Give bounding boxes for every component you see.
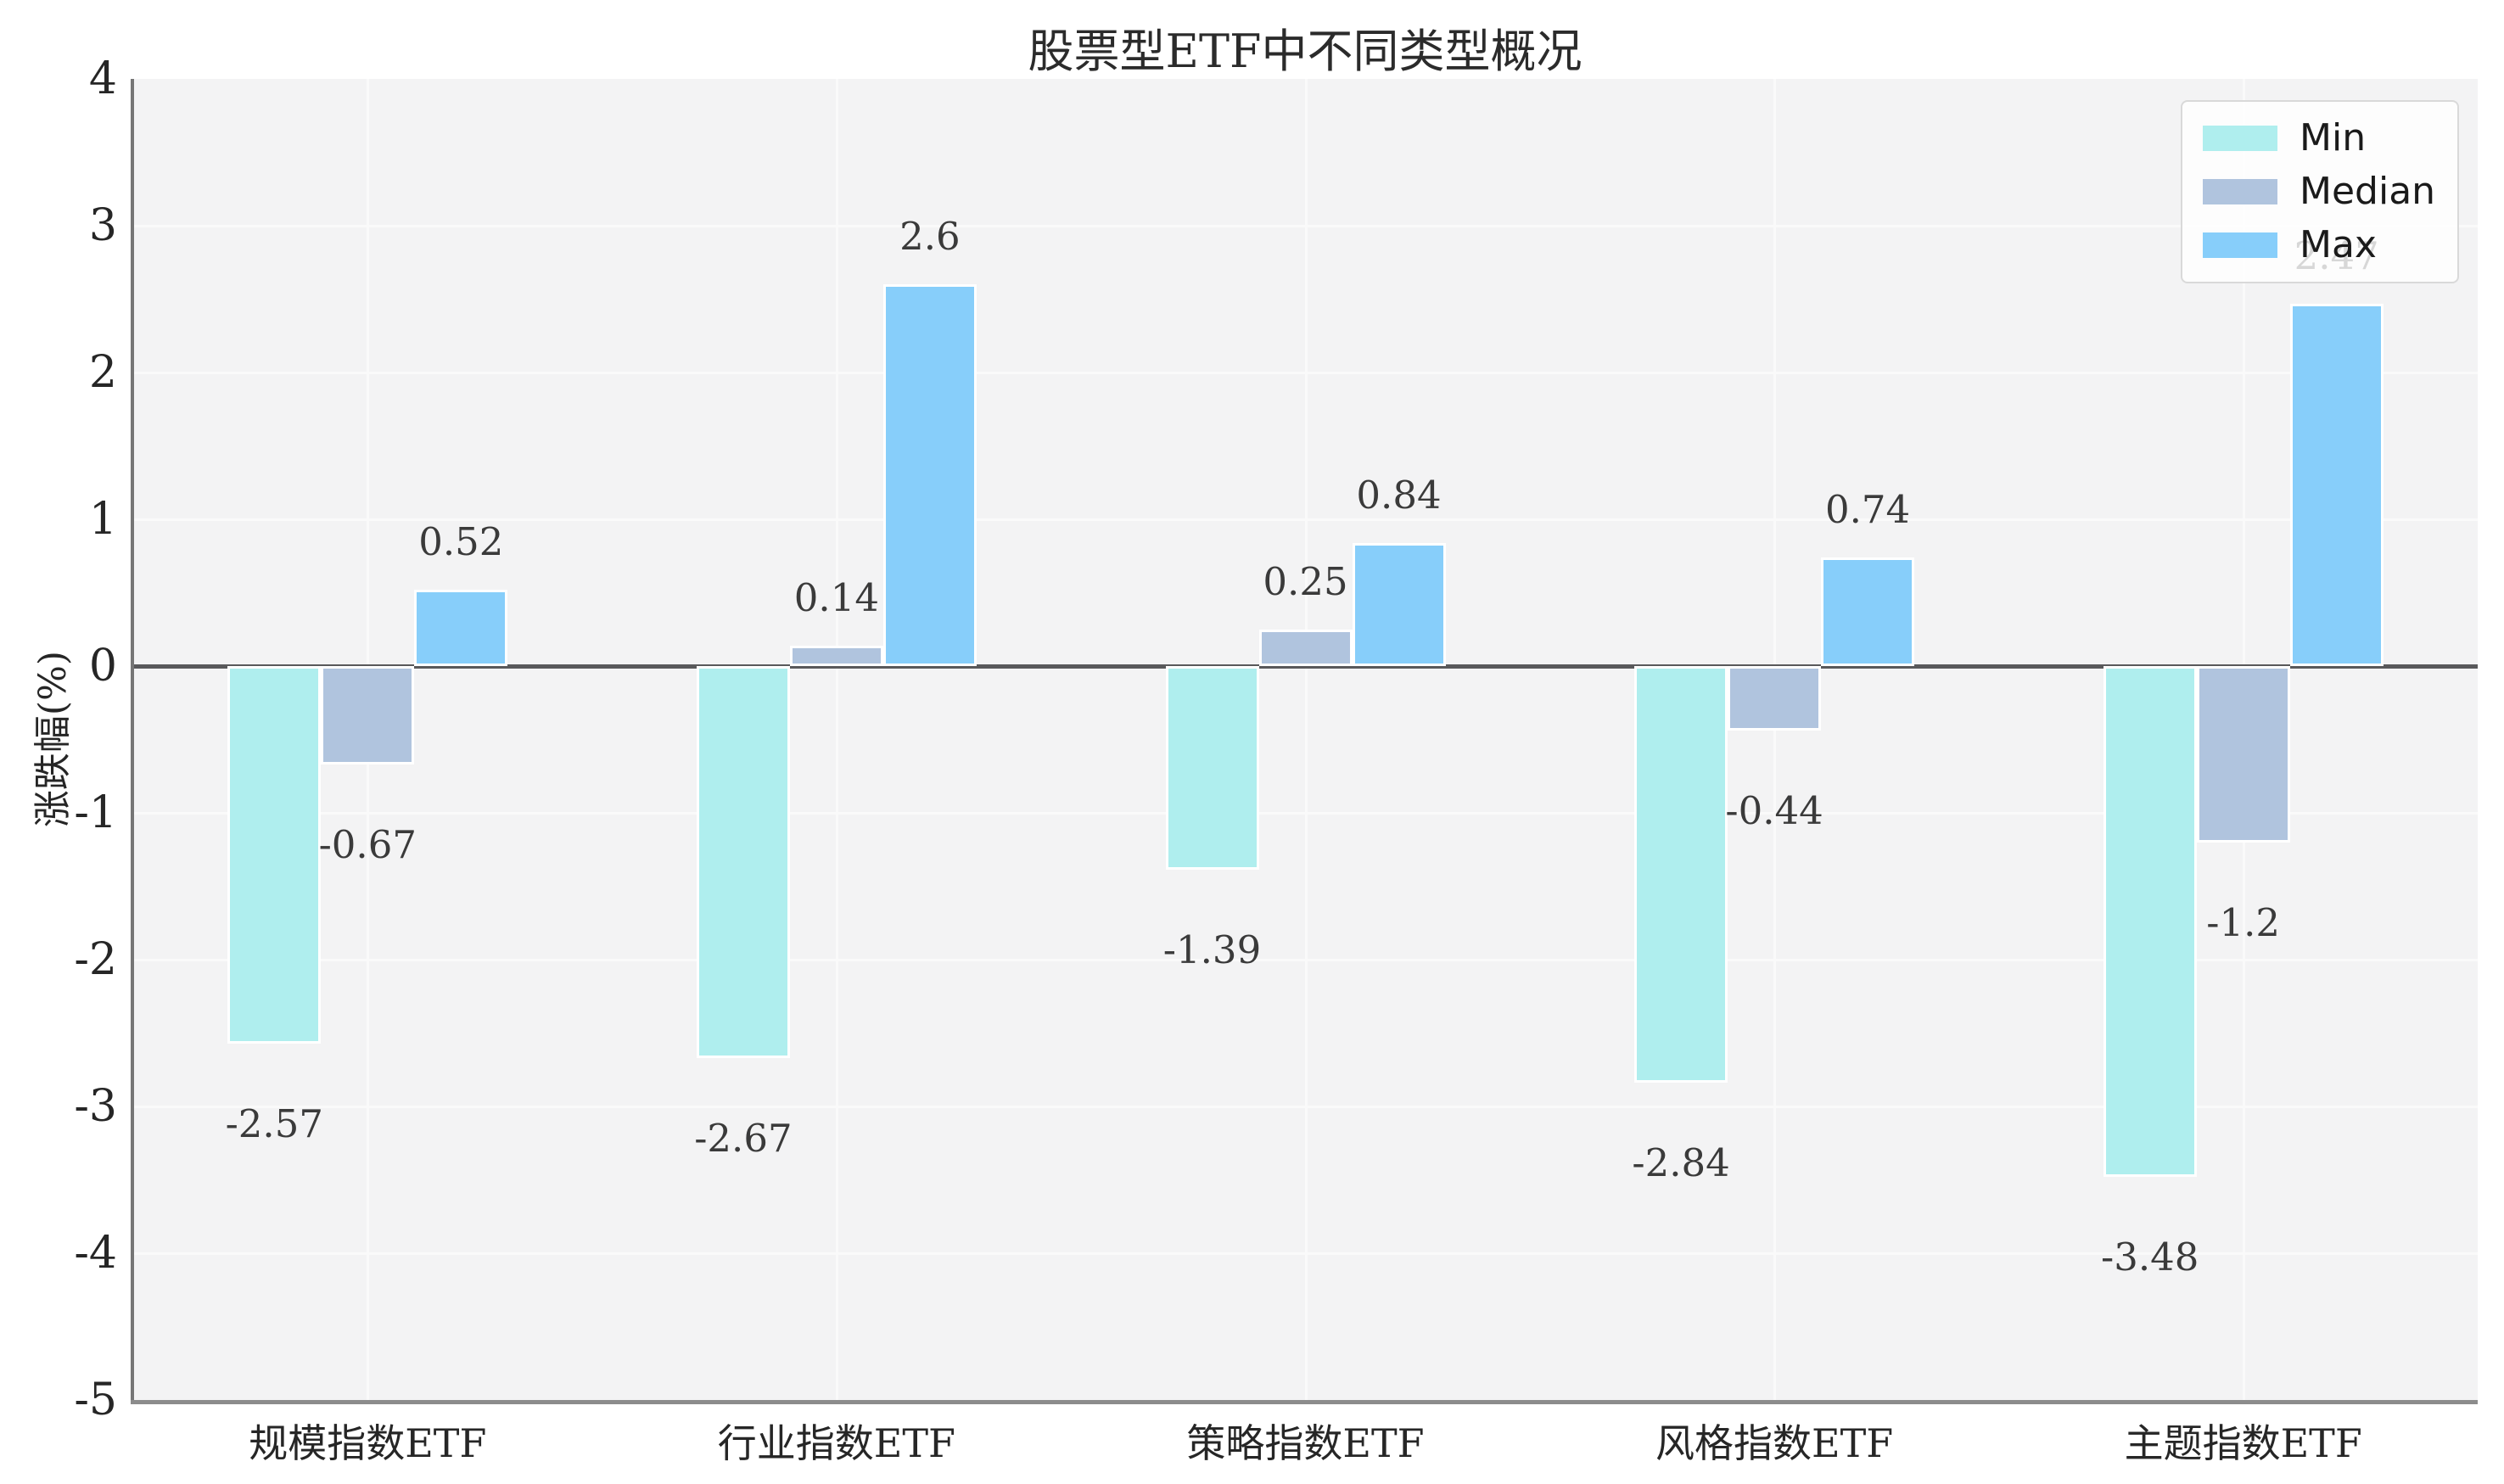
bar-median-4 (2196, 666, 2290, 843)
y-tick-label: 1 (88, 494, 117, 545)
bar-max-1 (882, 284, 977, 666)
bar-value-label: -2.57 (225, 1100, 323, 1146)
bar-value-label: -2.67 (694, 1115, 793, 1161)
bar-median-1 (789, 645, 883, 666)
bar-min-0 (227, 666, 322, 1044)
y-tick-label: -2 (74, 934, 117, 985)
x-tick-label: 规模指数ETF (249, 1420, 487, 1466)
legend-item-min: Min (2203, 120, 2437, 157)
legend-label: Max (2300, 222, 2377, 266)
bar-value-label: 2.6 (899, 214, 961, 260)
y-tick-label: 3 (88, 200, 117, 251)
bar-max-0 (414, 590, 508, 666)
legend-label: Median (2300, 169, 2436, 213)
x-tick-label: 主题指数ETF (2124, 1420, 2362, 1466)
y-axis-spine (131, 79, 134, 1400)
x-axis-spine (131, 1400, 2478, 1404)
gridline-vertical (1773, 79, 1777, 1400)
bar-value-label: -3.48 (2100, 1235, 2199, 1280)
legend-swatch-min (2203, 126, 2277, 152)
bar-value-label: 0.52 (418, 518, 504, 564)
bar-max-2 (1352, 542, 1446, 666)
bar-median-2 (1258, 629, 1353, 666)
y-axis-label: 涨跌幅(%) (31, 650, 75, 828)
y-tick-label: -1 (74, 787, 117, 838)
bar-min-4 (2103, 666, 2197, 1178)
y-tick-label: 2 (88, 347, 117, 398)
legend-label: Min (2300, 116, 2367, 160)
x-tick-label: 风格指数ETF (1655, 1420, 1894, 1466)
bar-value-label: -1.39 (1162, 927, 1262, 973)
bar-median-0 (321, 666, 415, 764)
legend: Min Median Max (2181, 100, 2459, 283)
legend-item-median: Median (2203, 169, 2437, 213)
bar-value-label: 0.84 (1356, 472, 1442, 518)
legend-item-max: Max (2203, 222, 2437, 266)
y-tick-label: -4 (74, 1228, 117, 1279)
bar-value-label: -2.84 (1632, 1140, 1730, 1186)
y-tick-label: -5 (74, 1375, 117, 1425)
bar-min-2 (1165, 666, 1259, 871)
y-tick-label: -3 (74, 1081, 117, 1132)
bar-max-4 (2289, 303, 2384, 666)
legend-swatch-max (2203, 232, 2277, 258)
bar-value-label: 0.74 (1824, 486, 1911, 532)
bar-value-label: -1.2 (2206, 899, 2281, 945)
gridline-vertical (1304, 79, 1308, 1400)
bar-min-1 (696, 666, 790, 1058)
y-tick-label: 4 (88, 53, 117, 104)
bar-value-label: -0.44 (1725, 788, 1823, 834)
zero-line (133, 664, 2478, 669)
gridline-vertical (835, 79, 838, 1400)
bar-value-label: 0.25 (1263, 558, 1348, 604)
bar-value-label: -0.67 (318, 821, 417, 867)
bar-max-3 (1821, 557, 1915, 666)
bar-value-label: 0.14 (793, 574, 879, 620)
x-tick-label: 行业指数ETF (717, 1420, 955, 1466)
x-tick-label: 策略指数ETF (1186, 1420, 1425, 1466)
bar-median-3 (1728, 666, 1822, 731)
y-tick-label: 0 (88, 641, 117, 692)
legend-swatch-median (2203, 178, 2277, 204)
chart-title: 股票型ETF中不同类型概况 (1028, 25, 1583, 78)
bar-min-3 (1634, 666, 1728, 1084)
